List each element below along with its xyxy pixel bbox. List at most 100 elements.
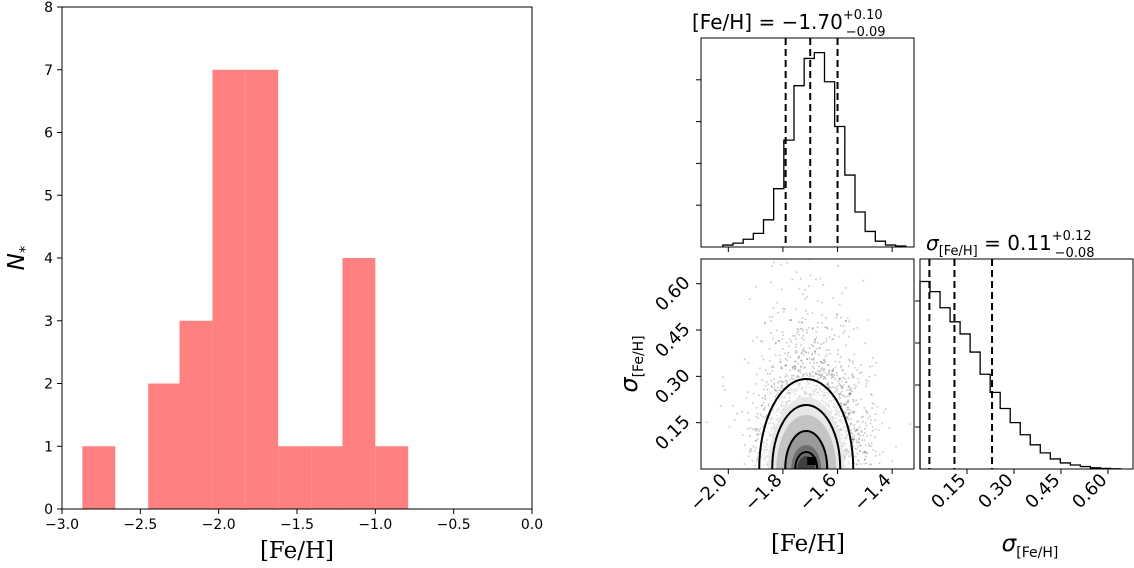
sample-point: [792, 374, 795, 377]
sample-point: [782, 334, 784, 337]
sample-point: [802, 353, 805, 356]
sample-point: [857, 441, 859, 443]
y-tick-label: 8: [44, 0, 53, 16]
sample-point: [839, 384, 841, 386]
sample-point: [858, 426, 861, 428]
sample-point: [869, 422, 872, 425]
sample-point: [895, 445, 897, 448]
sample-point: [855, 448, 858, 450]
y-tick-label: 0.15: [651, 411, 694, 454]
sample-point: [865, 411, 868, 413]
sample-point: [839, 397, 841, 400]
sample-point: [804, 318, 807, 321]
sample-point: [778, 340, 780, 342]
sample-point: [811, 365, 814, 368]
sample-point: [834, 360, 837, 363]
sample-point: [863, 462, 865, 465]
sample-point: [836, 390, 838, 392]
sample-point: [769, 372, 771, 375]
sample-point: [871, 365, 873, 367]
sample-point: [784, 375, 786, 378]
sample-point: [814, 372, 817, 375]
x-tick-label: −1.0: [358, 517, 392, 533]
sample-point: [818, 353, 820, 356]
sample-point: [850, 418, 853, 420]
sample-point: [762, 402, 765, 404]
sample-point: [818, 365, 820, 368]
sample-point: [875, 413, 877, 415]
sample-point: [781, 348, 784, 350]
sample-point: [838, 361, 841, 363]
sample-point: [767, 405, 770, 407]
sample-point: [868, 415, 871, 418]
sample-point: [751, 459, 754, 462]
sample-point: [754, 439, 757, 442]
sample-point: [818, 370, 821, 373]
sample-point: [801, 349, 804, 352]
sample-point: [806, 374, 809, 377]
sample-point: [801, 375, 804, 377]
sample-point: [755, 407, 758, 409]
sample-point: [782, 381, 785, 384]
sample-point: [872, 357, 874, 359]
feh-quantile-lines: [784, 38, 839, 247]
sample-point: [799, 278, 802, 280]
sample-point: [814, 339, 816, 341]
sample-point: [764, 416, 767, 419]
sample-point: [847, 417, 849, 419]
sample-point: [851, 374, 854, 377]
sample-point: [763, 321, 766, 324]
sample-point: [763, 408, 766, 410]
sample-point: [786, 375, 789, 377]
sample-point: [846, 317, 849, 319]
sample-point: [774, 395, 776, 398]
sample-point: [836, 313, 839, 316]
joint-y-ticks: 0.150.300.450.60: [651, 272, 701, 455]
sample-point: [795, 351, 798, 353]
histogram-bars: [82, 69, 409, 509]
sample-point: [779, 360, 782, 363]
sample-point: [839, 366, 842, 369]
sample-point: [728, 426, 731, 428]
sample-point: [755, 447, 757, 449]
sample-point: [849, 387, 851, 389]
sample-point: [817, 321, 819, 324]
sample-point: [811, 352, 813, 355]
x-tick-label: −0.5: [437, 517, 471, 533]
sample-point: [850, 429, 852, 431]
sample-point: [857, 428, 859, 430]
sample-point: [771, 265, 773, 268]
sample-point: [855, 441, 858, 444]
sample-point: [867, 380, 869, 383]
joint-frame: [700, 258, 915, 470]
sample-point: [773, 382, 776, 384]
sample-point: [856, 445, 859, 448]
sample-point: [844, 320, 847, 322]
sample-point: [845, 344, 847, 346]
sample-point: [853, 438, 856, 440]
sample-point: [876, 406, 879, 408]
sample-point: [874, 374, 877, 377]
sample-point: [852, 411, 854, 414]
sample-point: [764, 384, 767, 387]
sample-point: [806, 331, 808, 334]
sample-point: [857, 459, 859, 461]
sample-point: [794, 366, 797, 368]
sample-point: [807, 352, 810, 354]
sample-point: [806, 296, 808, 299]
sample-point: [777, 386, 779, 389]
sample-point: [831, 373, 834, 376]
feh-marginal-title: [Fe/H] = −1.70+0.10 −0.09: [692, 8, 886, 40]
sample-point: [778, 340, 780, 342]
sample-point: [812, 359, 815, 361]
sample-point: [848, 394, 851, 397]
sample-point: [790, 319, 793, 321]
sample-point: [778, 389, 781, 392]
sample-point: [810, 221, 812, 223]
sample-point: [825, 349, 828, 352]
x-tick-label: 0.0: [521, 517, 543, 533]
sigma-marginal-title: σ[Fe/H] = 0.11+0.12 −0.08: [926, 229, 1094, 261]
sample-point: [822, 359, 825, 361]
sample-point: [820, 343, 822, 346]
sample-point: [755, 382, 757, 385]
